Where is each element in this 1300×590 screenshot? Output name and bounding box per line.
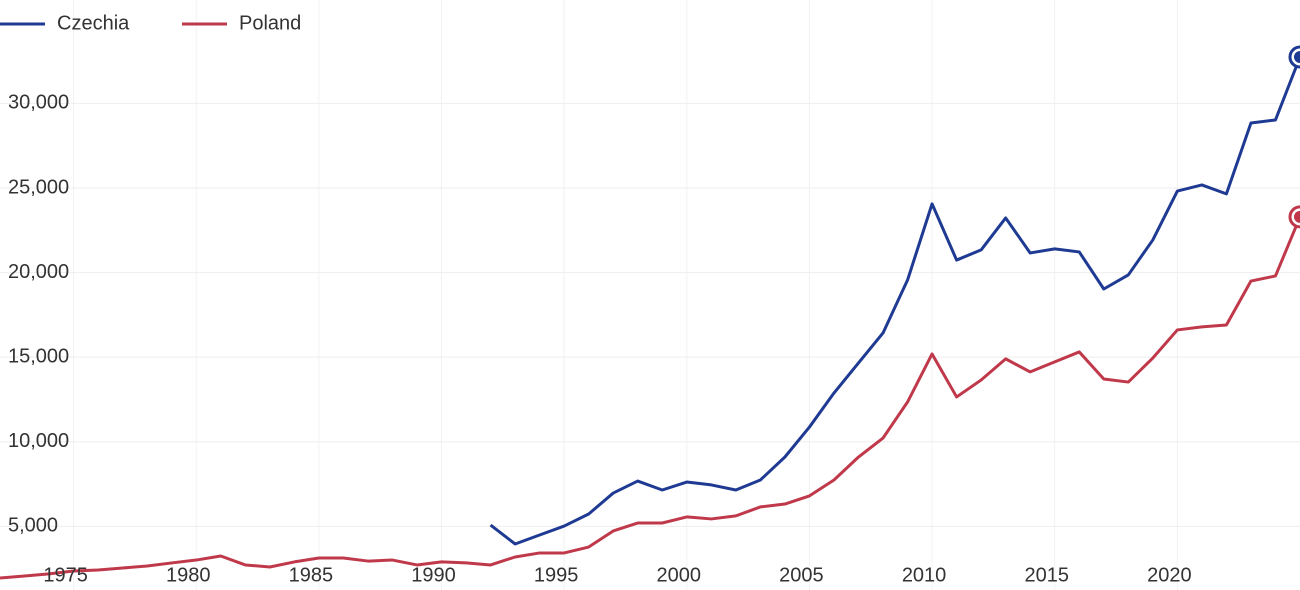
- x-tick-label: 1975: [43, 564, 88, 586]
- x-tick-label: 1980: [166, 564, 211, 586]
- y-tick-label: 15,000: [8, 345, 69, 367]
- x-tick-label: 2015: [1024, 564, 1069, 586]
- series-line: [489, 56, 1300, 546]
- end-marker-dot: [1294, 51, 1300, 64]
- y-tick-label: 30,000: [8, 92, 69, 114]
- x-tick-label: 1990: [411, 564, 456, 586]
- y-tick-label: 10,000: [8, 430, 69, 452]
- x-tick-label: 1995: [534, 564, 579, 586]
- x-tick-label: 1985: [289, 564, 334, 586]
- x-tick-label: 2000: [657, 564, 702, 586]
- x-tick-label: 2020: [1147, 564, 1192, 586]
- x-tick-label: 2010: [902, 564, 947, 586]
- y-tick-label: 5,000: [8, 515, 58, 537]
- y-tick-label: 20,000: [8, 261, 69, 283]
- legend-label: Poland: [239, 12, 301, 34]
- legend-label: Czechia: [57, 12, 130, 34]
- series-line: [0, 216, 1300, 580]
- end-marker-dot: [1294, 210, 1300, 223]
- x-tick-label: 2005: [779, 564, 824, 586]
- y-tick-label: 25,000: [8, 176, 69, 198]
